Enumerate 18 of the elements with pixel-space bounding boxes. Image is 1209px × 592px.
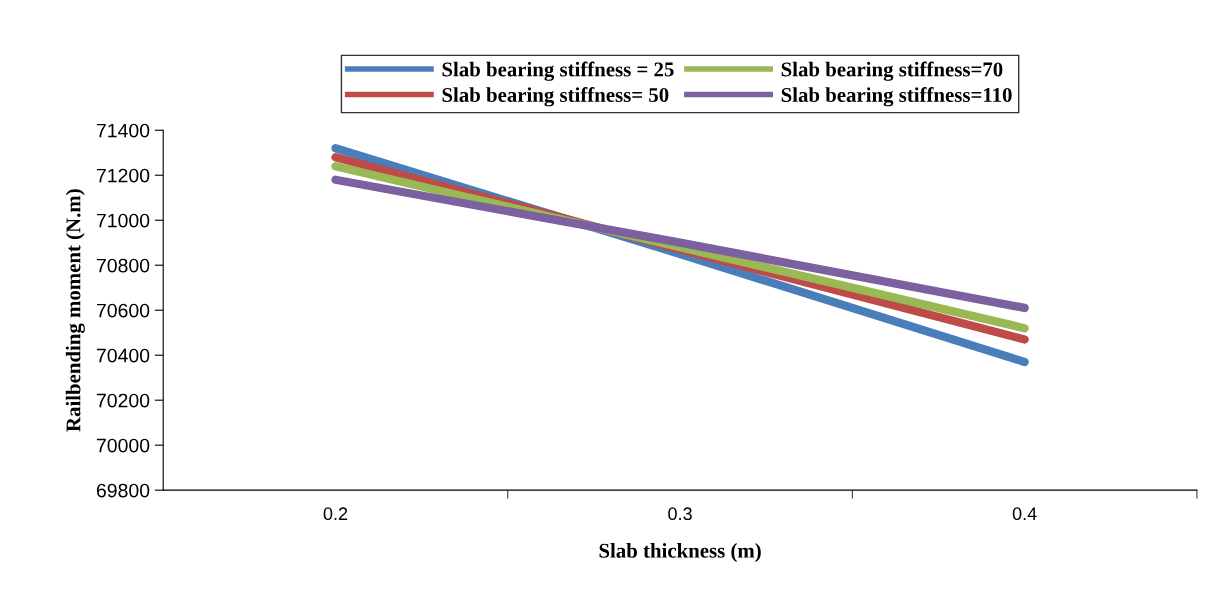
y-tick-label: 70000 [96, 438, 150, 453]
legend-label: Slab bearing stiffness= 50 [442, 87, 669, 107]
y-axis-title: Railbending moment (N.m) [65, 189, 85, 432]
x-tick-label: 0.2 [323, 507, 348, 521]
y-tick-label: 70200 [96, 393, 150, 408]
legend-label: Slab bearing stiffness=110 [781, 87, 1012, 107]
y-tick-label: 70800 [96, 258, 150, 273]
x-tick-label: 0.4 [1012, 507, 1037, 521]
y-tick-label: 71200 [96, 168, 150, 183]
y-tick-label: 70400 [96, 348, 150, 363]
y-tick-label: 71000 [96, 213, 150, 228]
y-tick-label: 71400 [96, 123, 150, 138]
x-tick-label: 0.3 [668, 507, 692, 521]
legend-label: Slab bearing stiffness = 25 [442, 61, 674, 81]
legend-label: Slab bearing stiffness=70 [781, 61, 1003, 81]
y-tick-label: 70600 [96, 303, 150, 318]
x-axis-title: Slab thickness (m) [599, 543, 761, 563]
y-tick-label: 69800 [96, 483, 150, 498]
